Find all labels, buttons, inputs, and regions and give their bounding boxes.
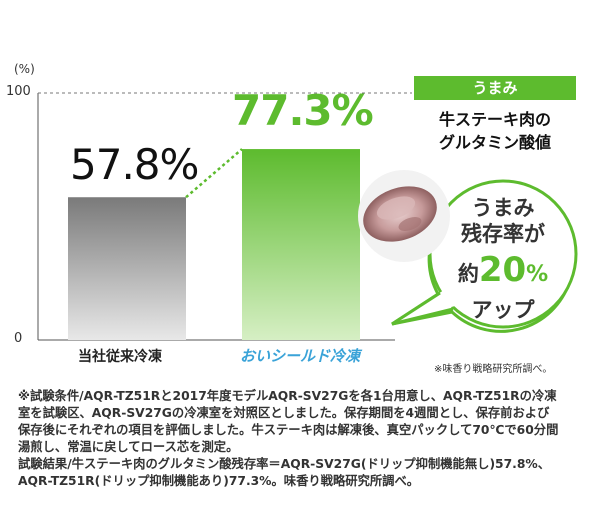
bar-connector	[185, 148, 243, 199]
umami-tag: うまみ	[414, 76, 576, 100]
footnote-line: AQR-TZ51R(ドリップ抑制機能あり)77.3%。味香り戦略研究所調べ。	[18, 474, 420, 488]
speech-bubble-body	[428, 179, 578, 329]
bubble-line-4: アップ	[471, 298, 535, 322]
source-note: ※味香り戦略研究所調べ。	[434, 364, 553, 375]
bubble-prefix: 約	[457, 262, 479, 286]
steak-image	[358, 170, 450, 262]
bubble-line-2: 残存率が	[461, 222, 545, 246]
bar-value-label-conventional: 57.8%	[70, 140, 199, 189]
bubble-number: 20	[478, 250, 527, 290]
bubble-percent: %	[526, 262, 549, 287]
bar-1	[242, 149, 360, 340]
y-tick-0: 0	[14, 331, 23, 346]
footnote-line: 室を試験区、AQR-SV27Gの冷凍室を対照区としました。保存期間を4週間とし、…	[18, 406, 550, 420]
subtitle-line-2: グルタミン酸値	[438, 133, 551, 152]
footnote: ※試験条件/AQR-TZ51Rと2017年度モデルAQR-SV27Gを各1台用意…	[18, 388, 590, 490]
bubble-line-1: うまみ	[471, 196, 535, 220]
y-tick-100: 100	[6, 84, 31, 99]
category-label-conventional: 当社従来冷凍	[78, 349, 162, 365]
footnote-line: ※試験条件/AQR-TZ51Rと2017年度モデルAQR-SV27Gを各1台用意…	[18, 389, 557, 403]
bar-value-label-shield: 77.3%	[232, 86, 374, 135]
bubble-line-3: 約20%	[438, 250, 568, 290]
category-label-shield-logo: おいシールド冷凍	[240, 347, 361, 365]
footnote-line: 保存後にそれぞれの項目を評価しました。牛ステーキ肉は解凍後、真空パックして70℃…	[18, 423, 559, 437]
footnote-line: 湯煎し、常温に戻してロース芯を測定。	[18, 440, 239, 454]
subtitle-line-1: 牛ステーキ肉の	[438, 110, 551, 129]
y-axis-unit: (%)	[14, 62, 35, 76]
footnote-line: 試験結果/牛ステーキ肉のグルタミン酸残存率＝AQR-SV27G(ドリップ抑制機能…	[18, 457, 551, 471]
chart-subtitle: 牛ステーキ肉の グルタミン酸値	[414, 108, 576, 154]
bar-0	[68, 197, 186, 340]
